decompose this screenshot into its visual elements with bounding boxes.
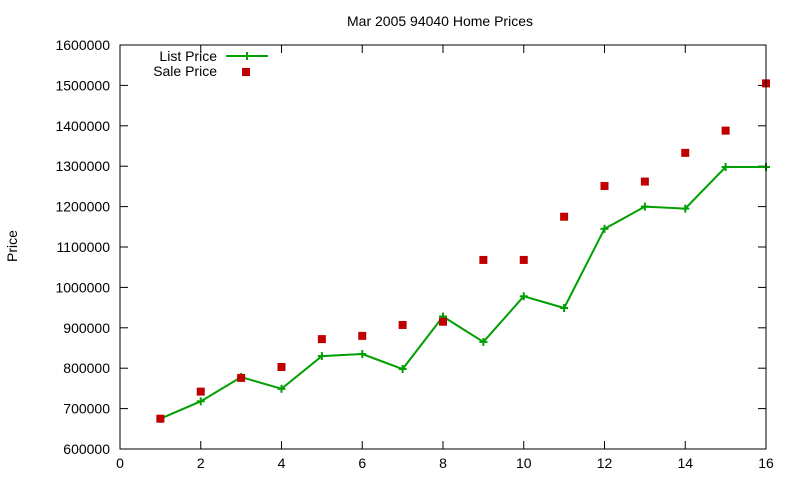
list-price-point xyxy=(196,397,205,406)
y-tick-label: 1100000 xyxy=(57,239,111,255)
axis-ticks: 0 2 4 6 8 10 12 14 16 600000 700000 800000 900000 100… xyxy=(55,37,774,471)
sale-price-point xyxy=(519,255,528,264)
sale-price-point xyxy=(479,255,488,264)
chart-title: Mar 2005 94040 Home Prices xyxy=(347,13,533,29)
sale-price-point xyxy=(681,148,690,157)
list-price-point xyxy=(519,292,528,301)
y-tick-label: 1600000 xyxy=(55,37,110,53)
series-line-list-price xyxy=(159,166,766,420)
y-tick-label: 1500000 xyxy=(55,77,110,93)
list-price-point xyxy=(479,337,488,346)
legend-marker-list-price xyxy=(243,52,251,60)
list-price-point xyxy=(317,352,326,361)
list-price-point xyxy=(640,202,649,211)
sale-price-point xyxy=(439,317,447,326)
y-tick-label: 1200000 xyxy=(55,199,110,215)
sale-price-point xyxy=(358,331,367,340)
x-tick-label: 12 xyxy=(597,455,613,471)
plot-frame xyxy=(119,44,767,450)
sale-price-point xyxy=(640,177,649,186)
sale-price-point xyxy=(721,126,730,135)
list-price-point xyxy=(398,365,407,374)
sale-price-point xyxy=(317,335,326,344)
list-price-point xyxy=(721,163,730,172)
list-price-point xyxy=(681,204,690,213)
x-tick-label: 4 xyxy=(278,455,286,471)
y-tick-label: 900000 xyxy=(63,320,110,336)
y-tick-label: 1000000 xyxy=(55,279,110,295)
y-tick-label: 800000 xyxy=(63,360,110,376)
x-tick-label: 10 xyxy=(516,455,532,471)
list-price-point xyxy=(277,384,286,393)
x-tick-label: 0 xyxy=(116,455,124,471)
sale-price-point xyxy=(237,373,246,382)
x-tick-label: 16 xyxy=(758,455,774,471)
sale-price-point xyxy=(560,212,569,221)
plot-area xyxy=(156,79,770,423)
sale-price-point xyxy=(398,320,407,329)
list-price-point xyxy=(600,224,609,233)
legend-label-list-price: List Price xyxy=(159,48,217,64)
sale-price-point xyxy=(600,181,609,190)
y-tick-label: 600000 xyxy=(63,441,110,457)
x-tick-label: 8 xyxy=(439,455,447,471)
sale-price-point xyxy=(156,414,165,423)
legend-marker-sale-price xyxy=(242,68,250,76)
x-tick-label: 2 xyxy=(197,455,205,471)
y-tick-label: 1400000 xyxy=(55,118,110,134)
x-tick-label: 6 xyxy=(358,455,366,471)
legend-label-sale-price: Sale Price xyxy=(153,63,217,79)
sale-price-point xyxy=(196,387,205,396)
y-axis-label: Price xyxy=(4,230,20,262)
list-price-point xyxy=(358,350,367,359)
x-tick-label: 14 xyxy=(677,455,693,471)
y-tick-label: 1300000 xyxy=(55,158,110,174)
y-tick-label: 700000 xyxy=(63,401,110,417)
list-price-point xyxy=(560,304,569,313)
sale-price-point xyxy=(277,362,286,371)
